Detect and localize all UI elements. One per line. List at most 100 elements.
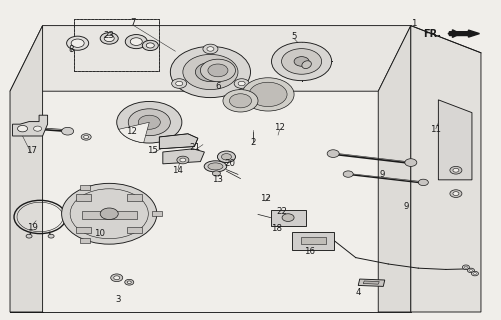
Polygon shape — [411, 26, 481, 312]
Text: 1: 1 — [411, 19, 416, 28]
Circle shape — [272, 42, 332, 81]
Polygon shape — [271, 210, 306, 226]
Text: FR.: FR. — [423, 28, 441, 39]
Circle shape — [405, 159, 417, 166]
Circle shape — [223, 90, 258, 112]
Circle shape — [471, 271, 478, 276]
Circle shape — [62, 183, 157, 244]
Circle shape — [221, 154, 231, 160]
Circle shape — [343, 171, 353, 177]
Polygon shape — [438, 100, 472, 180]
Circle shape — [229, 94, 252, 108]
Polygon shape — [10, 26, 43, 312]
Text: 6: 6 — [215, 82, 220, 91]
Circle shape — [176, 81, 183, 86]
Circle shape — [114, 276, 120, 280]
Circle shape — [249, 82, 287, 107]
Polygon shape — [80, 237, 90, 243]
Circle shape — [256, 86, 281, 102]
Polygon shape — [76, 227, 91, 233]
Polygon shape — [292, 232, 334, 250]
Circle shape — [207, 47, 214, 51]
Ellipse shape — [302, 61, 311, 68]
Circle shape — [48, 234, 54, 238]
Circle shape — [469, 269, 472, 271]
Circle shape — [200, 59, 235, 82]
Polygon shape — [127, 194, 142, 201]
Polygon shape — [10, 26, 411, 91]
Text: 23: 23 — [104, 31, 115, 40]
Text: 12: 12 — [260, 194, 271, 203]
Polygon shape — [159, 134, 198, 149]
Circle shape — [62, 127, 74, 135]
Circle shape — [170, 46, 250, 98]
Circle shape — [467, 268, 474, 273]
Text: 16: 16 — [304, 247, 315, 256]
Polygon shape — [127, 227, 142, 233]
Circle shape — [146, 43, 154, 48]
Polygon shape — [152, 211, 162, 216]
Circle shape — [453, 168, 459, 172]
Text: 9: 9 — [403, 202, 408, 211]
Text: 10: 10 — [94, 229, 105, 238]
Circle shape — [234, 79, 249, 88]
Circle shape — [81, 134, 91, 140]
Circle shape — [473, 273, 476, 275]
Text: 15: 15 — [147, 146, 158, 155]
Circle shape — [177, 156, 189, 164]
Circle shape — [249, 82, 287, 107]
FancyArrow shape — [449, 30, 479, 37]
Circle shape — [450, 190, 462, 197]
Circle shape — [128, 109, 170, 136]
Circle shape — [418, 179, 428, 186]
Polygon shape — [80, 185, 90, 190]
Circle shape — [453, 192, 459, 196]
Circle shape — [180, 158, 186, 162]
Circle shape — [327, 150, 339, 157]
Ellipse shape — [208, 163, 223, 170]
Circle shape — [130, 38, 142, 45]
Circle shape — [100, 208, 118, 220]
Text: 7: 7 — [130, 18, 135, 27]
Text: 8: 8 — [69, 45, 74, 54]
Circle shape — [450, 166, 462, 174]
Circle shape — [208, 64, 228, 77]
Ellipse shape — [204, 161, 226, 172]
Text: 2: 2 — [250, 138, 256, 147]
Circle shape — [238, 81, 245, 86]
Circle shape — [462, 265, 469, 269]
Circle shape — [183, 54, 238, 90]
Text: 17: 17 — [26, 146, 37, 155]
Circle shape — [142, 40, 158, 51]
Circle shape — [117, 101, 182, 143]
Text: 11: 11 — [430, 125, 441, 134]
Text: 3: 3 — [115, 295, 120, 304]
Circle shape — [111, 274, 123, 282]
Circle shape — [172, 79, 187, 88]
Circle shape — [100, 33, 118, 44]
Polygon shape — [76, 194, 91, 201]
Circle shape — [242, 78, 294, 111]
Circle shape — [138, 115, 160, 129]
Text: 19: 19 — [27, 223, 38, 232]
Text: 12: 12 — [274, 124, 285, 132]
Circle shape — [464, 266, 467, 268]
Circle shape — [26, 234, 32, 238]
Circle shape — [125, 35, 147, 49]
Text: 18: 18 — [271, 224, 282, 233]
Circle shape — [71, 39, 84, 47]
Text: 20: 20 — [224, 159, 235, 168]
Circle shape — [67, 36, 89, 50]
Text: 13: 13 — [212, 175, 223, 184]
Text: 12: 12 — [126, 127, 137, 136]
Circle shape — [203, 44, 218, 54]
Circle shape — [34, 126, 42, 131]
Text: 5: 5 — [292, 32, 297, 41]
Polygon shape — [301, 237, 326, 244]
Circle shape — [195, 62, 225, 82]
Circle shape — [127, 281, 131, 284]
Circle shape — [294, 57, 309, 66]
Wedge shape — [119, 122, 149, 143]
Circle shape — [104, 35, 114, 42]
Circle shape — [84, 135, 89, 139]
